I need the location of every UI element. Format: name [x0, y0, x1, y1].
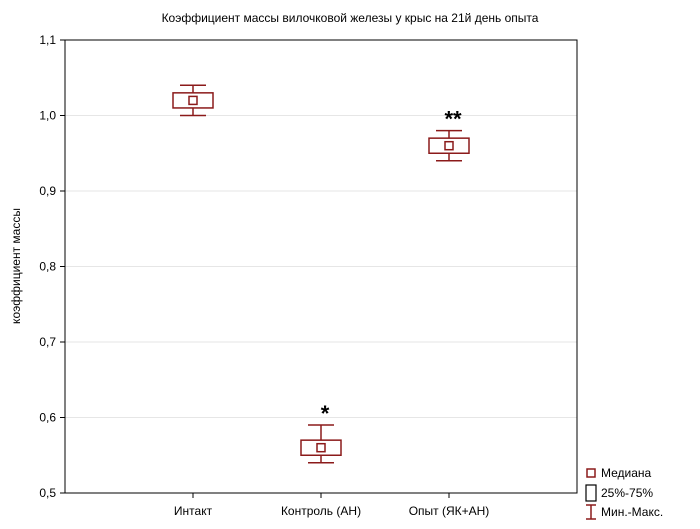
y-tick-label: 0,6: [39, 411, 56, 425]
y-tick-label: 1,0: [39, 109, 56, 123]
y-axis: 0,5 0,6 0,7 0,8 0,9 1,0 1,1: [39, 33, 65, 500]
significance-mark: **: [444, 107, 462, 132]
significance-mark: *: [321, 401, 330, 426]
legend-iqr-swatch: [585, 484, 597, 502]
x-category-label: Интакт: [174, 504, 213, 518]
y-tick-label: 0,5: [39, 486, 56, 500]
box-series: ***: [172, 84, 470, 464]
x-axis: Интакт Контроль (АН) Опыт (ЯК+АН): [174, 493, 489, 518]
y-tick-label: 0,7: [39, 335, 56, 349]
x-category-label: Контроль (АН): [281, 504, 361, 518]
y-tick-label: 0,9: [39, 184, 56, 198]
box-group: *: [300, 401, 342, 464]
median-marker: [188, 95, 198, 106]
median-marker: [316, 442, 326, 453]
legend-iqr-label: 25%-75%: [601, 486, 653, 500]
y-tick-label: 1,1: [39, 33, 56, 47]
y-tick-label: 0,8: [39, 260, 56, 274]
x-category-label: Опыт (ЯК+АН): [409, 504, 490, 518]
legend: Медиана 25%-75% Мин.-Макс.: [585, 466, 663, 520]
legend-median-label: Медиана: [601, 466, 652, 480]
median-marker: [444, 140, 454, 151]
box-group: [172, 84, 214, 117]
legend-median-swatch: [586, 468, 596, 478]
legend-range-label: Мин.-Макс.: [601, 505, 663, 519]
chart-title: Коэффициент массы вилочковой железы у кр…: [162, 11, 539, 25]
box-group: **: [428, 107, 470, 162]
y-axis-label: коэффициент массы: [9, 208, 23, 324]
grid-lines: [65, 115, 577, 418]
